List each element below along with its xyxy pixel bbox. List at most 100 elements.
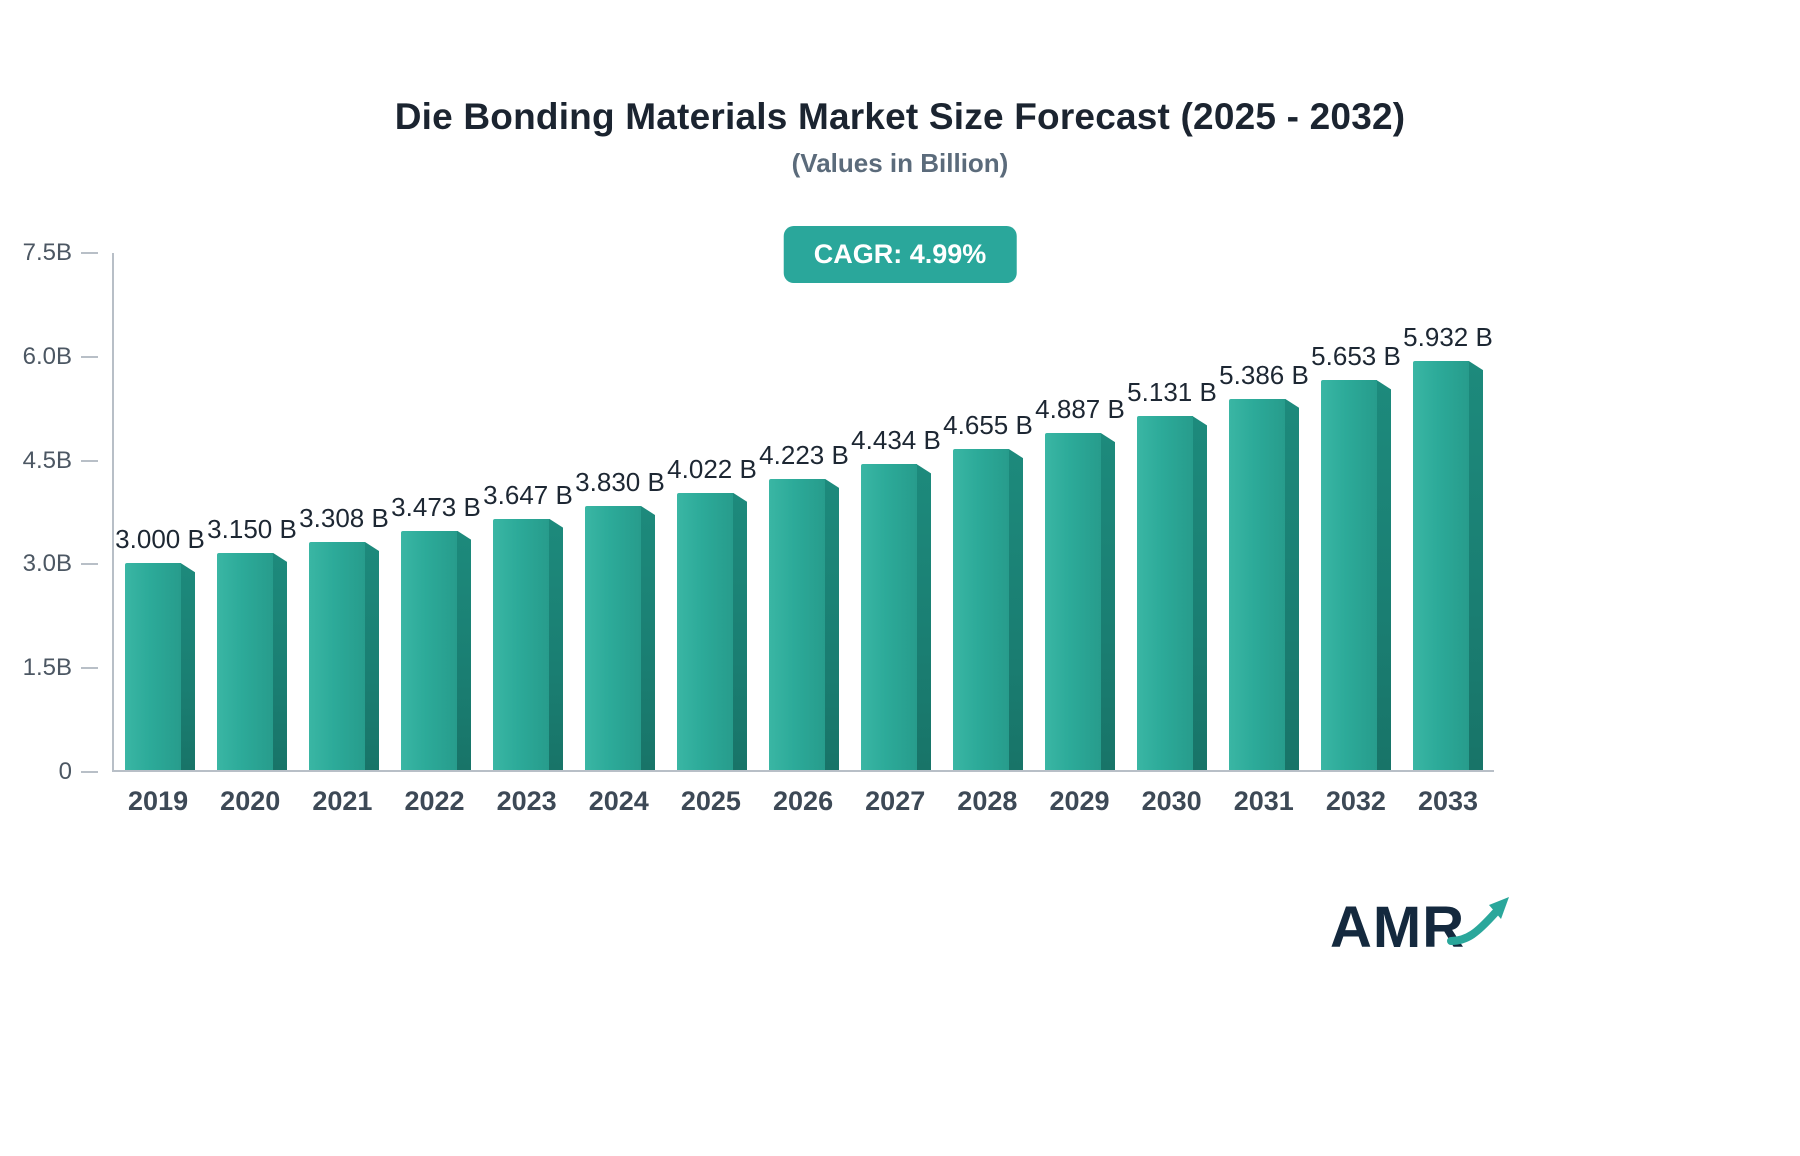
bar-front-face [677,492,733,770]
bar-value-label: 5.386 B [1219,359,1309,390]
bar-side-face [181,563,195,770]
bar-side-face [365,541,379,770]
bar-front-face [861,464,917,770]
bar: 4.223 B [759,440,849,770]
y-axis-tick [81,771,98,773]
bar: 4.887 B [1035,394,1125,770]
bar: 5.386 B [1219,360,1309,770]
chart-subtitle: (Values in Billion) [791,148,1009,178]
bar: 5.932 B [1403,322,1493,770]
bar: 5.653 B [1311,341,1401,770]
bar-value-label: 4.223 B [759,439,849,470]
bar-front-face [1137,416,1193,770]
bar-side-face [1101,433,1115,770]
y-axis-label: 1.5B [22,654,72,682]
y-axis-label: 6.0B [22,342,72,370]
bar-side-face [1285,398,1299,770]
x-axis: 2019 2020 2021 2022 2023 2024 2025 2026 2027 2028… [112,786,1494,817]
amr-logo-text: AMR [1330,895,1466,960]
bar-front-face [217,552,273,770]
x-axis-label: 2021 [312,786,373,816]
bar-cell: 3.830 B [574,253,666,770]
x-axis-label: 2032 [1325,786,1386,816]
bar-side-face [1469,361,1483,770]
bar-value-label: 3.830 B [575,467,665,497]
bar-side-face [917,464,931,770]
bar: 3.150 B [207,514,297,770]
x-axis-label: 2022 [404,786,465,816]
bar-side-face [1193,416,1207,770]
bar-cell: 5.131 B [1126,253,1218,770]
bar-front-face [1045,433,1101,770]
y-axis-tick [81,667,98,670]
bar-value-label: 4.887 B [1035,394,1125,425]
bar-front-face [309,541,365,770]
bar-front-face [125,563,181,770]
bar: 4.434 B [851,425,941,770]
x-axis-label: 2028 [957,786,1018,816]
bar-side-face [825,478,839,770]
x-axis-label: 2025 [680,786,741,816]
bar-cell: 4.887 B [1034,253,1126,770]
bar: 4.022 B [667,454,757,770]
bar-value-label: 3.150 B [207,513,297,544]
bar-side-face [457,530,471,770]
x-axis-label: 2023 [496,786,557,816]
x-axis-label: 2027 [865,786,926,816]
amr-logo: AMR [1330,894,1515,961]
bar-cell: 5.932 B [1402,253,1494,770]
bar-cell: 4.655 B [942,253,1034,770]
y-axis: 0 1.5B 3.0B 4.5B 6.0B 7.5B [0,239,112,785]
bar-side-face [733,492,747,770]
x-axis-label: 2020 [220,786,281,816]
y-axis-label: 7.5B [22,239,72,266]
y-axis-label: 0 [58,758,72,785]
bar-front-face [1229,398,1285,770]
bar-cell: 4.434 B [850,253,942,770]
bar-value-label: 4.655 B [943,410,1033,441]
bar-cell: 4.223 B [758,253,850,770]
y-axis-tick [81,459,98,462]
plot-area: 3.000 B 3.150 B 3.308 B 3.473 B 3.647 B 3.830… [112,253,1494,772]
bar-cell: 5.386 B [1218,253,1310,770]
bar-value-label: 4.434 B [851,425,941,456]
bar-value-label: 4.022 B [667,453,757,484]
bar-cell: 5.653 B [1310,253,1402,770]
bar-front-face [1321,380,1377,770]
bar: 3.473 B [391,492,481,770]
bar-cell: 3.000 B [114,253,206,770]
x-axis-label: 2031 [1233,786,1294,816]
bar: 3.647 B [483,480,573,770]
bar-value-label: 5.131 B [1127,377,1217,408]
bar: 4.655 B [943,410,1033,770]
bar-value-label: 3.308 B [299,502,389,533]
cagr-badge: CAGR: 4.99% [783,226,1017,283]
bar-value-label: 3.473 B [391,491,481,522]
bar-cell: 3.647 B [482,253,574,770]
bar-front-face [953,449,1009,770]
bar-front-face [1413,361,1469,770]
x-axis-label: 2024 [588,786,649,816]
bar: 3.830 B [575,467,665,770]
chart-title: Die Bonding Materials Market Size Foreca… [394,96,1406,137]
bar: 3.000 B [115,524,205,770]
y-axis-tick [81,252,98,254]
bar-front-face [401,530,457,770]
bar-front-face [585,506,641,770]
x-axis-label: 2030 [1141,786,1202,816]
bar-side-face [1009,449,1023,770]
x-axis-label: 2029 [1049,786,1110,816]
bar-cell: 3.150 B [206,253,298,770]
y-axis-tick [81,563,98,566]
bar-side-face [641,506,655,770]
bar-chart: 0 1.5B 3.0B 4.5B 6.0B 7.5B 3.000 B 3.150 B 3.30… [0,239,1800,873]
bar-cell: 4.022 B [666,253,758,770]
bar-value-label: 3.647 B [483,479,573,510]
x-axis-label: 2019 [128,786,189,816]
bar-front-face [769,478,825,770]
bar-side-face [273,552,287,770]
bar-front-face [493,518,549,770]
bar: 5.131 B [1127,377,1217,770]
bar-cell: 3.473 B [390,253,482,770]
bar-value-label: 5.932 B [1403,322,1493,353]
